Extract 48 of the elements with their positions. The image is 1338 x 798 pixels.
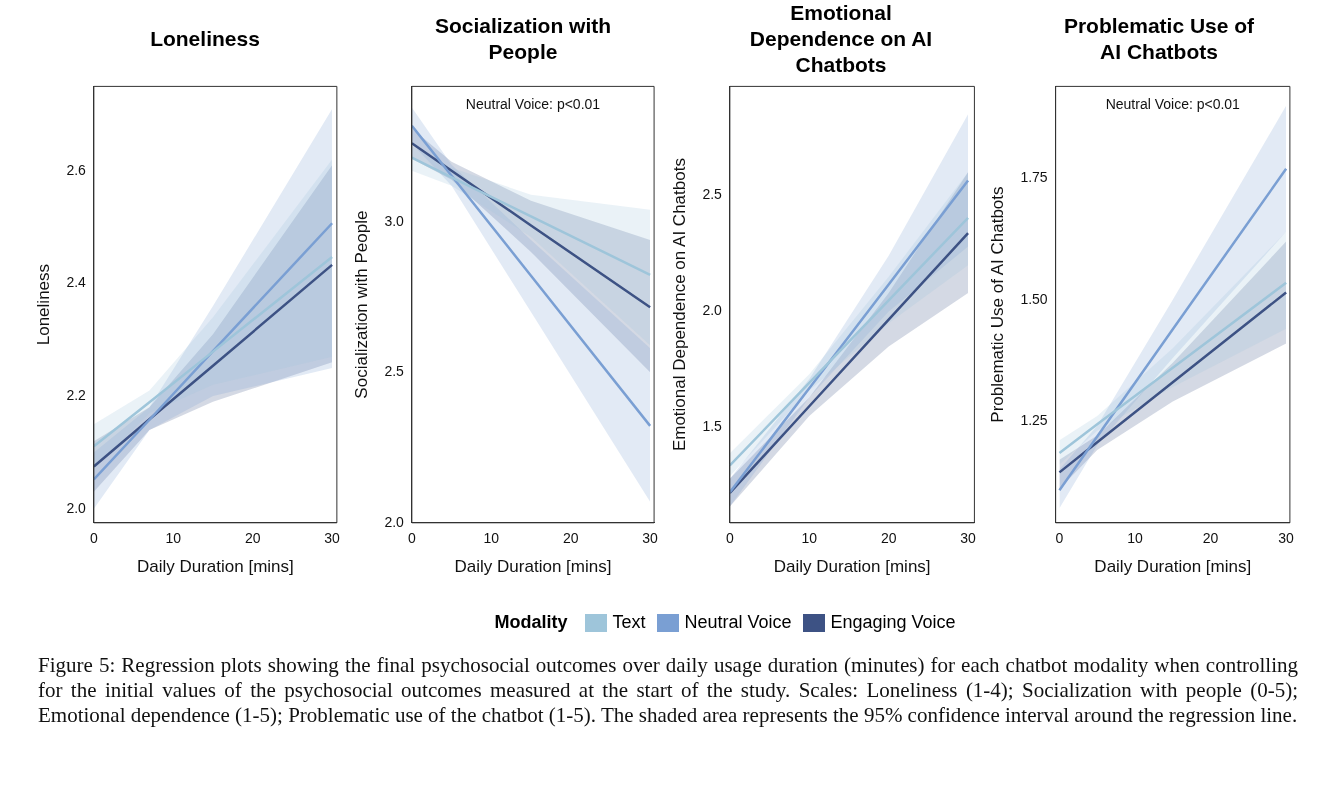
annotation: Neutral Voice: p<0.01 (1105, 96, 1241, 113)
x-tick-label: 30 (642, 530, 659, 547)
x-axis-title: Daily Duration [mins] (773, 557, 931, 577)
x-tick-label: 30 (324, 530, 341, 547)
caption: Figure 5: Regression plots showing the final psychosocial outcomes over daily usage duration (minutes) for each chatbot modality when controlling for the initial values of the psychosocial outcomes measured at the start of the study. Scales: Loneliness (1-4); Socialization with people (0-5); Emotional dependence (1-5); Problematic use of the chatbot (1-5). The shaded area represents the 95% confidence interval around the regression line. (38, 653, 1298, 728)
x-tick-label: 0 (407, 530, 416, 547)
chart-title: Socialization with People (433, 13, 613, 65)
x-axis-title: Daily Duration [mins] (136, 557, 294, 577)
y-axis-title: Loneliness (33, 263, 53, 346)
y-tick-label: 2.4 (66, 274, 87, 291)
y-tick-label: 1.25 (1020, 411, 1048, 428)
x-axis-title: Daily Duration [mins] (1094, 557, 1252, 577)
y-tick-label: 1.75 (1020, 169, 1048, 186)
legend-title: Modality (494, 612, 568, 633)
annotation: Neutral Voice: p<0.01 (465, 96, 601, 113)
legend-label: Neutral Voice (684, 612, 792, 633)
y-tick-label: 1.50 (1020, 290, 1048, 307)
y-tick-label: 1.5 (702, 418, 723, 435)
x-tick-label: 0 (725, 530, 734, 547)
x-tick-label: 30 (1278, 530, 1295, 547)
x-tick-label: 20 (244, 530, 261, 547)
y-tick-label: 2.0 (384, 513, 405, 530)
y-tick-label: 2.5 (384, 363, 405, 380)
y-tick-label: 2.5 (702, 186, 723, 203)
y-tick-label: 3.0 (384, 212, 405, 229)
x-tick-label: 20 (1202, 530, 1219, 547)
chart-title: Emotional Dependence on AI Chatbots (748, 1, 934, 76)
x-tick-label: 0 (1055, 530, 1064, 547)
x-tick-label: 20 (562, 530, 579, 547)
y-tick-label: 2.0 (66, 499, 87, 516)
x-tick-label: 20 (880, 530, 897, 547)
legend-label: Text (612, 612, 646, 633)
x-axis-title: Daily Duration [mins] (454, 557, 612, 577)
y-tick-label: 2.2 (66, 386, 87, 403)
x-tick-label: 10 (165, 530, 182, 547)
x-tick-label: 10 (483, 530, 500, 547)
y-axis-title: Problematic Use of AI Chatbots (987, 186, 1007, 423)
y-axis-title: Socialization with People (351, 210, 371, 399)
y-tick-label: 2.0 (702, 302, 723, 319)
chart-title: Problematic Use of AI Chatbots (1062, 13, 1256, 65)
legend-label: Engaging Voice (830, 612, 956, 633)
y-tick-label: 2.6 (66, 161, 87, 178)
x-tick-label: 10 (1127, 530, 1143, 547)
y-axis-title: Emotional Dependence on AI Chatbots (669, 158, 689, 452)
x-tick-label: 30 (960, 530, 977, 547)
chart-title: Loneliness (149, 26, 261, 52)
x-tick-label: 10 (801, 530, 818, 547)
x-tick-label: 0 (89, 530, 98, 547)
